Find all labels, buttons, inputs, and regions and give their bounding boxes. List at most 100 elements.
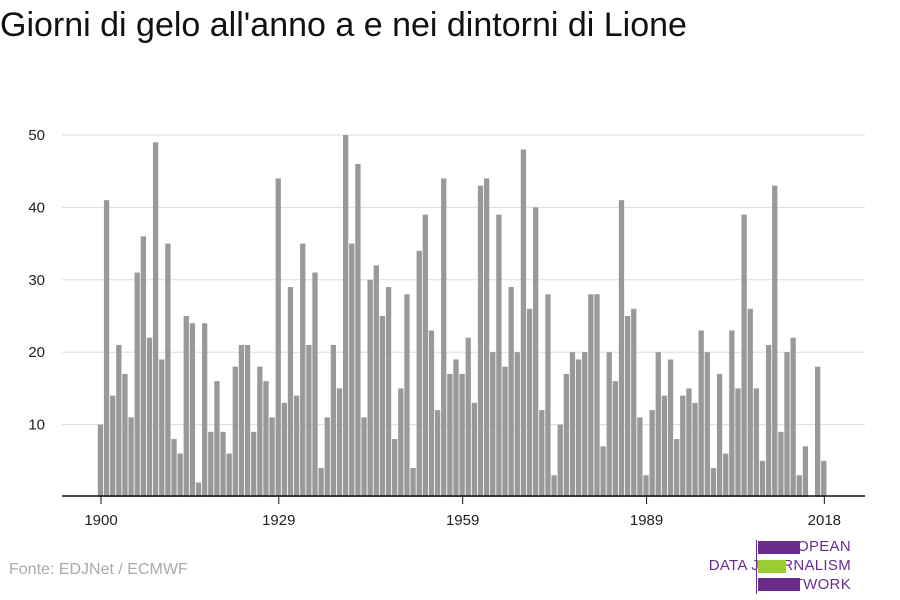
bar-1990 <box>649 410 655 497</box>
bar-1954 <box>428 330 435 497</box>
bar-1933 <box>300 243 306 497</box>
bar-1982 <box>600 446 606 497</box>
bar-1970 <box>526 308 533 497</box>
bar-1952 <box>416 250 422 497</box>
bar-1930 <box>281 402 287 497</box>
bar-1906 <box>134 272 140 497</box>
bar-1988 <box>637 417 643 497</box>
bar-1913 <box>177 453 183 497</box>
bar-1978 <box>575 359 582 497</box>
bar-1904 <box>122 373 128 497</box>
bar-1981 <box>594 294 600 497</box>
bar-2007 <box>753 388 760 497</box>
bar-1923 <box>238 344 245 497</box>
bar-2005 <box>741 214 747 497</box>
bar-1944 <box>367 279 373 497</box>
bar-1919 <box>214 381 220 497</box>
bar-1925 <box>251 431 257 497</box>
bar-1943 <box>361 417 367 497</box>
bar-2017 <box>815 366 821 497</box>
bar-1950 <box>404 294 410 497</box>
y-tick-label: 30 <box>28 272 45 289</box>
bar-1953 <box>422 214 428 497</box>
bar-1902 <box>110 395 116 497</box>
bar-1976 <box>563 373 569 497</box>
bar-1945 <box>373 265 379 497</box>
bar-1956 <box>441 178 447 497</box>
bar-1915 <box>189 323 196 497</box>
bar-1922 <box>232 366 238 497</box>
bar-1907 <box>140 236 147 498</box>
bar-1963 <box>483 178 490 497</box>
bar-1947 <box>385 287 392 497</box>
bar-1983 <box>606 352 612 497</box>
bar-1994 <box>674 439 680 497</box>
logo-separator <box>756 540 757 594</box>
x-ticks: 1900 1929 1959 1989 2018 <box>84 496 841 529</box>
bar-1974 <box>551 475 557 497</box>
y-tick-label: 50 <box>28 127 45 144</box>
bar-1920 <box>220 431 226 497</box>
logo-bar-purple-top <box>758 541 800 554</box>
bar-2015 <box>802 446 809 497</box>
chart-title: Giorni di gelo all'anno a e nei dintorni… <box>0 6 687 44</box>
bar-1966 <box>502 366 508 497</box>
y-tick-label: 40 <box>28 199 45 216</box>
bar-1967 <box>508 287 514 497</box>
bar-1935 <box>312 272 318 497</box>
bar-2013 <box>790 337 796 497</box>
bar-1957 <box>447 373 453 497</box>
bar-1960 <box>465 337 471 497</box>
bar-1998 <box>698 330 704 497</box>
source-note: Fonte: EDJNet / ECMWF <box>9 561 188 578</box>
bar-1979 <box>582 352 588 497</box>
bar-2006 <box>747 308 753 497</box>
bar-1938 <box>330 344 337 497</box>
bar-1936 <box>318 468 324 497</box>
bar-1948 <box>392 439 398 497</box>
bar-2009 <box>765 344 772 497</box>
logo-bar-purple-bottom <box>758 578 800 591</box>
bar-1980 <box>588 294 594 497</box>
bar-1934 <box>306 344 312 497</box>
bar-1958 <box>453 359 459 497</box>
bar-1989 <box>643 475 649 497</box>
bar-2014 <box>796 475 802 497</box>
bar-1903 <box>116 344 122 497</box>
bar-2018 <box>821 460 827 497</box>
bar-2011 <box>778 431 784 497</box>
bar-1987 <box>631 308 637 497</box>
bar-1984 <box>612 381 619 497</box>
bar-1997 <box>692 402 698 497</box>
bar-1968 <box>514 352 520 497</box>
bar-1926 <box>257 366 263 497</box>
bar-1921 <box>226 453 232 497</box>
bar-1973 <box>545 294 551 497</box>
bar-1951 <box>410 468 416 497</box>
bar-1999 <box>704 352 710 497</box>
bar-1914 <box>183 316 189 497</box>
bar-1928 <box>269 417 275 497</box>
bar-1911 <box>165 243 171 497</box>
bar-1959 <box>459 373 465 497</box>
bar-1961 <box>471 402 478 497</box>
bar-1941 <box>349 243 355 497</box>
bar-1995 <box>680 395 686 497</box>
bar-1965 <box>496 214 502 497</box>
bar-2010 <box>772 185 778 497</box>
bars <box>97 135 827 498</box>
bar-1971 <box>533 207 539 497</box>
bar-2001 <box>716 373 723 497</box>
bar-1985 <box>618 200 625 497</box>
bar-1937 <box>324 417 330 497</box>
bar-1916 <box>195 482 202 497</box>
bar-1940 <box>343 135 349 497</box>
bar-1917 <box>202 323 208 497</box>
bar-1910 <box>159 359 165 497</box>
bar-1932 <box>293 395 300 497</box>
bar-2008 <box>759 460 766 497</box>
x-tick-label: 2018 <box>808 512 841 529</box>
bar-2000 <box>710 468 717 497</box>
bar-1908 <box>146 337 153 497</box>
